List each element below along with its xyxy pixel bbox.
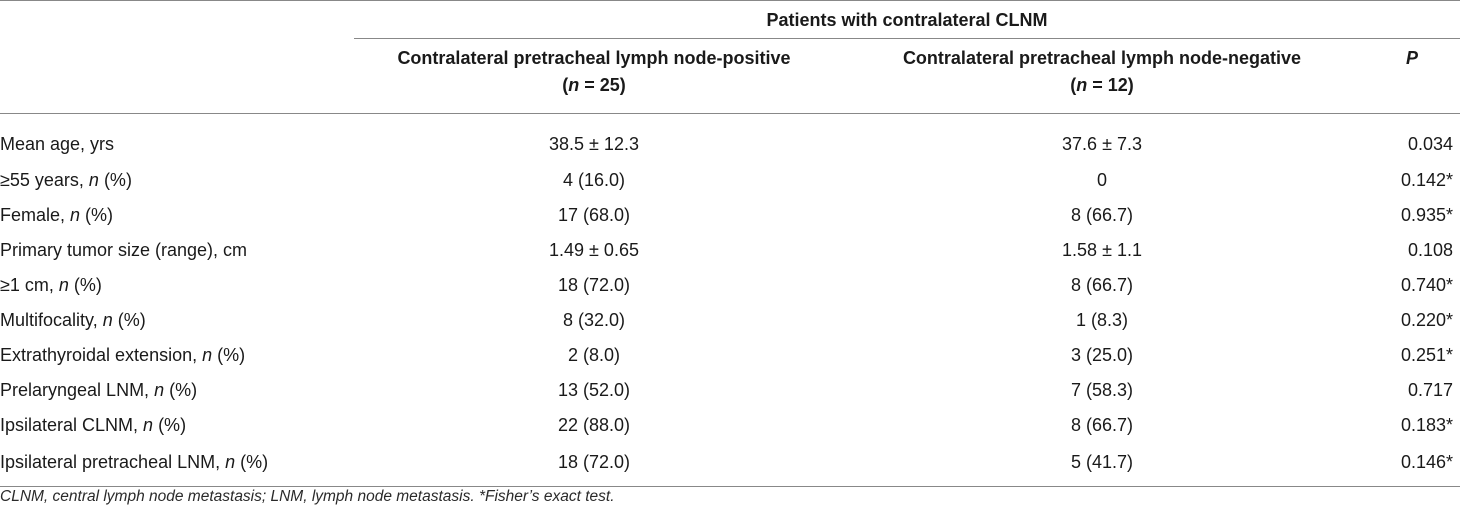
cell-positive: 18 (72.0) [557, 274, 631, 295]
cell-negative: 1.58 ± 1.1 [1062, 239, 1142, 260]
header-label-cell [0, 39, 354, 114]
cell-positive: 2 (8.0) [567, 344, 621, 365]
row-label-n-symbol: n [70, 204, 81, 225]
cell-positive: 38.5 ± 12.3 [549, 134, 639, 154]
row-label-suffix: (%) [164, 379, 198, 400]
cell-p-value: 0.146* [1370, 442, 1460, 487]
row-label: Female, n (%) [0, 197, 354, 232]
cell-p-value: 0.034 [1407, 134, 1453, 154]
cell-p-value: 0.717 [1407, 379, 1453, 400]
row-label-n-symbol: n [225, 452, 236, 472]
table-header: Patients with contralateral CLNM Contral… [0, 0, 1460, 114]
table-footnote: CLNM, central lymph node metastasis; LNM… [0, 488, 615, 505]
column-header-negative-line1: Contralateral pretracheal lymph node-neg… [902, 48, 1302, 68]
cell-positive: 8 (32.0) [562, 309, 626, 330]
table-row: Primary tumor size (range), cm 1.49 ± 0.6… [0, 232, 1460, 267]
table-row: ≥1 cm, n (%) 18 (72.0) 8 (66.7) 0.740* [0, 267, 1460, 302]
row-label: ≥1 cm, n (%) [0, 267, 354, 302]
row-label-text: Multifocality, [0, 309, 103, 330]
cell-p-value: 0.740* [1400, 274, 1453, 295]
row-label-text: Prelaryngeal LNM, [0, 379, 155, 400]
table-row: Multifocality, n (%) 8 (32.0) 1 (8.3) 0.220… [0, 302, 1460, 337]
cell-negative: 37.6 ± 7.3 [1062, 134, 1142, 154]
group-header-cell: Patients with contralateral CLNM [354, 0, 1460, 39]
column-header-negative-n-symbol: n [1076, 75, 1088, 95]
table-row: Extrathyroidal extension, n (%) 2 (8.0) 3 … [0, 337, 1460, 372]
column-header-positive-line1: Contralateral pretracheal lymph node-pos… [397, 48, 791, 68]
column-header-positive-n-value: = 25 [579, 75, 620, 95]
row-label-n-symbol: n [58, 274, 69, 295]
cell-positive: 22 (88.0) [557, 414, 631, 435]
row-label: ≥55 years, n (%) [0, 162, 354, 197]
row-label: Ipsilateral pretracheal LNM, n (%) [0, 442, 354, 487]
row-label-n-symbol: n [102, 309, 113, 330]
row-label-text: ≥1 cm, [0, 274, 59, 295]
row-label-text: Extrathyroidal extension, [0, 344, 203, 365]
row-label-suffix: (%) [98, 169, 132, 190]
row-label-suffix: (%) [212, 344, 246, 365]
row-label-suffix: (%) [112, 309, 146, 330]
cell-negative: 5 (41.7) [834, 442, 1370, 487]
header-empty-cell [0, 0, 354, 39]
cell-negative: 3 (25.0) [1070, 344, 1134, 365]
cell-negative: 0 [1096, 169, 1107, 190]
row-label-text: ≥55 years, [0, 169, 89, 190]
row-label: Primary tumor size (range), cm [0, 232, 354, 267]
table-body: Mean age, yrs 38.5 ± 12.3 37.6 ± 7.3 0.034 ≥… [0, 114, 1460, 487]
column-header-positive: Contralateral pretracheal lymph node-pos… [354, 39, 834, 114]
table-row: ≥55 years, n (%) 4 (16.0) 0 0.142* [0, 162, 1460, 197]
column-header-positive-n-symbol: n [568, 75, 580, 95]
cell-positive: 4 (16.0) [562, 169, 626, 190]
column-header-p: P [1370, 39, 1460, 114]
cell-negative: 8 (66.7) [1070, 274, 1134, 295]
cell-p-value: 0.108 [1407, 239, 1453, 260]
cell-p-value: 0.220* [1400, 309, 1453, 330]
cell-negative: 7 (58.3) [1070, 379, 1134, 400]
cell-negative: 8 (66.7) [1070, 414, 1134, 435]
cell-p-value: 0.251* [1400, 344, 1453, 365]
row-label-suffix: (%) [235, 452, 269, 472]
cell-positive: 1.49 ± 0.65 [549, 239, 639, 260]
table-row: Prelaryngeal LNM, n (%) 13 (52.0) 7 (58.3)… [0, 372, 1460, 407]
table-row: Ipsilateral CLNM, n (%) 22 (88.0) 8 (66.7)… [0, 407, 1460, 442]
column-header-negative-n-value: = 12 [1087, 75, 1128, 95]
row-label-n-symbol: n [143, 414, 154, 435]
table-row: Female, n (%) 17 (68.0) 8 (66.7) 0.935* [0, 197, 1460, 232]
row-label: Prelaryngeal LNM, n (%) [0, 372, 354, 407]
row-label-text: Ipsilateral pretracheal LNM, [0, 452, 226, 472]
row-label-text: Primary tumor size (range), cm [0, 239, 248, 260]
column-header-negative: Contralateral pretracheal lymph node-neg… [834, 39, 1370, 114]
row-label: Mean age, yrs [0, 114, 354, 163]
row-label-text: Female, [0, 204, 71, 225]
row-label: Multifocality, n (%) [0, 302, 354, 337]
group-header: Patients with contralateral CLNM [354, 2, 1460, 39]
cell-p-value: 0.142* [1400, 169, 1453, 190]
cell-p-value: 0.183* [1400, 414, 1453, 435]
row-label-n-symbol: n [154, 379, 165, 400]
data-table: Patients with contralateral CLNM Contral… [0, 0, 1460, 487]
row-label-n-symbol: n [88, 169, 99, 190]
table-row: Ipsilateral pretracheal LNM, n (%) 18 (72… [0, 442, 1460, 487]
row-label: Ipsilateral CLNM, n (%) [0, 407, 354, 442]
row-label-suffix: (%) [153, 414, 187, 435]
row-label-n-symbol: n [202, 344, 213, 365]
table-row: Mean age, yrs 38.5 ± 12.3 37.6 ± 7.3 0.034 [0, 114, 1460, 163]
cell-positive: 18 (72.0) [354, 442, 834, 487]
cell-positive: 13 (52.0) [557, 379, 631, 400]
row-label-text: Ipsilateral CLNM, [0, 414, 144, 435]
row-label: Extrathyroidal extension, n (%) [0, 337, 354, 372]
cell-negative: 8 (66.7) [1070, 204, 1134, 225]
row-label-suffix: (%) [68, 274, 102, 295]
cell-negative: 1 (8.3) [1075, 309, 1129, 330]
row-label-text: Mean age, yrs [0, 134, 115, 154]
cell-positive: 17 (68.0) [557, 204, 631, 225]
row-label-suffix: (%) [80, 204, 114, 225]
cell-p-value: 0.935* [1400, 204, 1453, 225]
